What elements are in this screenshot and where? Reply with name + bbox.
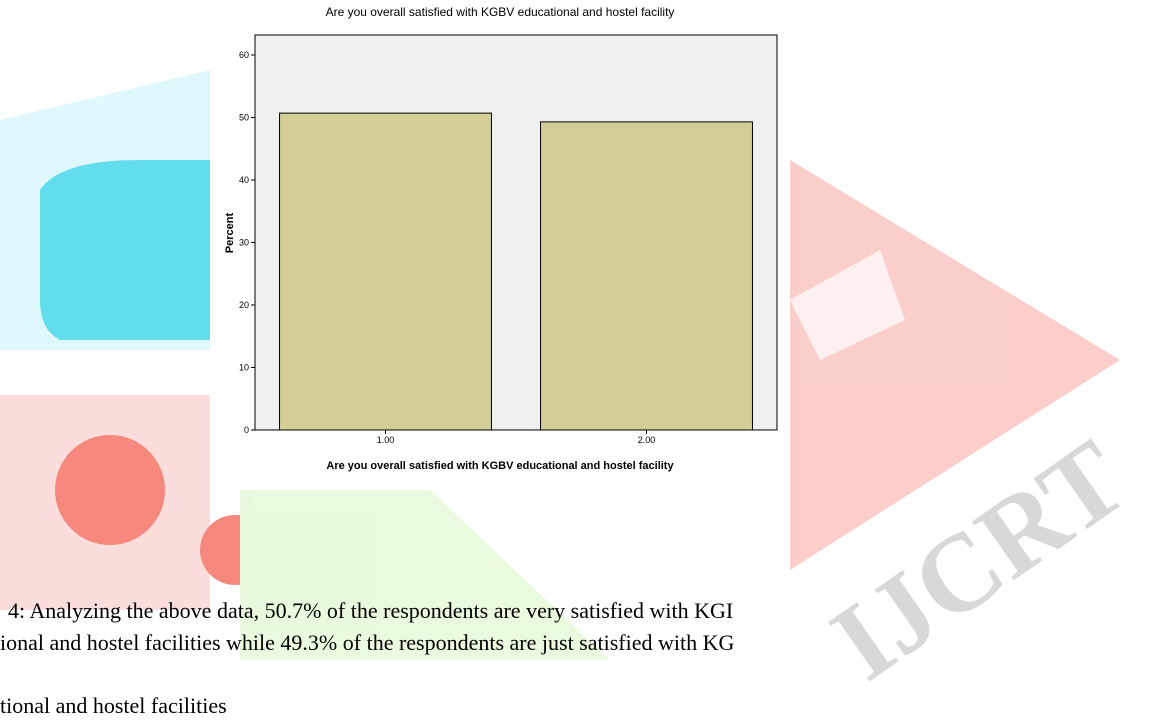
y-tick-label: 0 bbox=[244, 425, 249, 435]
bar bbox=[541, 122, 753, 430]
y-tick-label: 50 bbox=[239, 113, 249, 123]
watermark-gear bbox=[55, 435, 165, 545]
x-tick-label: 2.00 bbox=[638, 435, 656, 445]
chart: Are you overall satisfied with KGBV educ… bbox=[212, 0, 786, 487]
page-canvas: IJCRT Are you overall satisfied with KGB… bbox=[0, 0, 1169, 721]
y-tick-label: 40 bbox=[239, 175, 249, 185]
paragraph-line: 4: Analyzing the above data, 50.7% of th… bbox=[8, 598, 733, 623]
chart-title: Are you overall satisfied with KGBV educ… bbox=[326, 5, 675, 19]
y-tick-label: 10 bbox=[239, 363, 249, 373]
y-tick-label: 20 bbox=[239, 300, 249, 310]
paragraph-line: ional and hostel facilities while 49.3% … bbox=[0, 630, 735, 655]
x-axis-label: Are you overall satisfied with KGBV educ… bbox=[326, 460, 674, 472]
watermark-cyan-icon bbox=[40, 160, 210, 340]
page: {"watermark": "IJCRT", "chart_data": {"t… bbox=[0, 0, 1169, 721]
paragraph-line: tional and hostel facilities bbox=[0, 693, 227, 718]
y-axis-label: Percent bbox=[224, 212, 236, 253]
y-tick-label: 60 bbox=[239, 50, 249, 60]
x-tick-label: 1.00 bbox=[377, 435, 395, 445]
bar bbox=[280, 113, 492, 430]
y-tick-label: 30 bbox=[239, 238, 249, 248]
